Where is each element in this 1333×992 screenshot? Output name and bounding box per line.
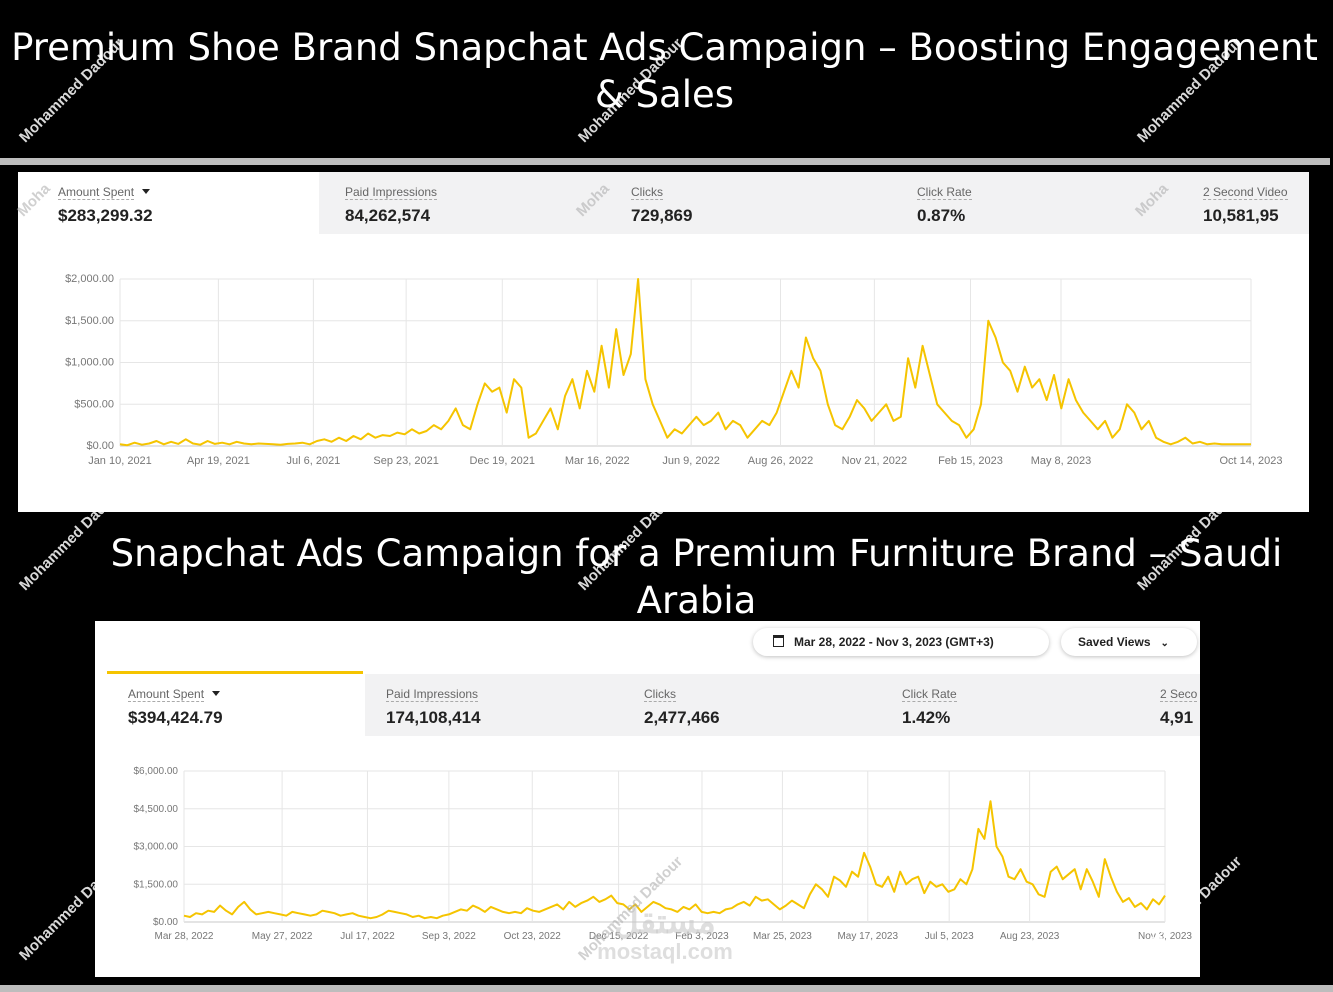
x-tick-label: May 8, 2023: [1031, 455, 1092, 467]
metric-label: 2 Seco: [1160, 687, 1198, 702]
x-tick-label: Aug 23, 2023: [1000, 931, 1060, 942]
metric-amount-spent[interactable]: Amount Spent $283,299.32: [32, 172, 319, 234]
shoe-campaign-dashboard: Amount Spent $283,299.32 Paid Impression…: [18, 172, 1309, 512]
metric-value: 0.87%: [917, 206, 966, 225]
metric-value: 1.42%: [902, 708, 951, 727]
x-tick-label: Sep 3, 2022: [422, 931, 476, 942]
metric-value: 10,581,95: [1203, 206, 1279, 225]
x-tick-label: Jan 10, 2021: [88, 455, 152, 467]
x-tick-label: Sep 23, 2021: [373, 455, 438, 467]
y-tick-label: $4,500.00: [134, 804, 179, 815]
amount-spent-chart: $0.00 $500.00 $1,000.00 $1,500.00 $2,000.00 J…: [65, 273, 1283, 467]
amount-spent-chart: $0.00 $1,500.00 $3,000.00 $4,500.00 $6,000.0…: [134, 766, 1193, 942]
metric-label: Clicks: [644, 687, 676, 702]
x-tick-label: Nov 3, 2023: [1138, 931, 1192, 942]
metric-label: Paid Impressions: [386, 687, 479, 702]
x-tick-label: Mar 28, 2022: [155, 931, 214, 942]
metric-value: $394,424.79: [128, 708, 223, 727]
metric-click-rate[interactable]: Click Rate 1.42%: [881, 674, 1139, 736]
x-tick-label: Nov 21, 2022: [842, 455, 907, 467]
divider: [0, 985, 1333, 992]
x-tick-label: Apr 19, 2021: [187, 455, 250, 467]
metric-2-second-video[interactable]: 2 Second Video 10,581,95: [1177, 172, 1309, 234]
x-tick-label: Jul 6, 2021: [286, 455, 340, 467]
metric-value: 729,869: [631, 206, 693, 225]
metrics-bar: Amount Spent $283,299.32 Paid Impression…: [32, 172, 1309, 234]
metric-value: 84,262,574: [345, 206, 431, 225]
chevron-down-icon[interactable]: [212, 691, 221, 696]
chevron-down-icon: ⌄: [1160, 638, 1169, 649]
y-tick-label: $1,000.00: [65, 357, 114, 369]
y-tick-label: $6,000.00: [134, 766, 179, 777]
logo-text: mostaql.com: [597, 939, 733, 964]
y-tick-label: $500.00: [74, 398, 114, 410]
x-tick-label: Jul 17, 2022: [340, 931, 395, 942]
metric-paid-impressions[interactable]: Paid Impressions 174,108,414: [365, 674, 623, 736]
y-tick-label: $3,000.00: [134, 842, 179, 853]
x-tick-label: Jun 9, 2022: [662, 455, 720, 467]
x-tick-label: Dec 19, 2021: [470, 455, 535, 467]
metric-label: Click Rate: [917, 185, 972, 200]
x-tick-label: May 17, 2023: [837, 931, 898, 942]
x-tick-label: Feb 15, 2023: [938, 455, 1003, 467]
metric-clicks[interactable]: Clicks 2,477,466: [623, 674, 881, 736]
bottom-title: Snapchat Ads Campaign for a Premium Furn…: [110, 532, 1283, 622]
y-tick-label: $0.00: [86, 440, 114, 452]
metric-value: 4,91: [1160, 708, 1194, 727]
active-tab-indicator: [107, 671, 363, 674]
mostaql-logo: مستقل mostaql.com: [580, 905, 750, 965]
metric-label: Click Rate: [902, 687, 957, 702]
metric-clicks[interactable]: Clicks 729,869: [605, 172, 891, 234]
y-tick-label: $0.00: [153, 917, 178, 928]
x-tick-label: Mar 25, 2023: [753, 931, 812, 942]
x-tick-label: Mar 16, 2022: [565, 455, 630, 467]
x-tick-label: Jul 5, 2023: [925, 931, 974, 942]
divider: [0, 158, 1330, 165]
metric-label: Clicks: [631, 185, 663, 200]
saved-views-dropdown[interactable]: Saved Views ⌄: [1061, 628, 1197, 656]
metric-label: Amount Spent: [58, 185, 135, 200]
saved-views-label: Saved Views: [1078, 635, 1151, 649]
metric-paid-impressions[interactable]: Paid Impressions 84,262,574: [319, 172, 605, 234]
x-tick-label: Aug 26, 2022: [748, 455, 813, 467]
x-tick-label: Oct 14, 2023: [1220, 455, 1283, 467]
series-line: [119, 278, 1251, 447]
metric-value: 2,477,466: [644, 708, 720, 727]
chevron-down-icon[interactable]: [142, 189, 151, 194]
x-tick-label: Feb 3, 2023: [675, 931, 729, 942]
metrics-bar: Amount Spent $394,424.79 Paid Impression…: [107, 674, 1200, 736]
metric-value: $283,299.32: [58, 206, 153, 225]
metric-label: Amount Spent: [128, 687, 205, 702]
date-range-label: Mar 28, 2022 - Nov 3, 2023 (GMT+3): [794, 635, 994, 649]
logo-arabic: مستقل: [614, 903, 716, 941]
y-tick-label: $1,500.00: [134, 879, 179, 890]
y-tick-label: $2,000.00: [65, 273, 114, 285]
metric-value: 174,108,414: [386, 708, 481, 727]
x-tick-label: Dec 15, 2022: [589, 931, 649, 942]
x-tick-label: May 27, 2022: [252, 931, 313, 942]
calendar-icon: [773, 635, 784, 647]
x-tick-label: Oct 23, 2022: [504, 931, 562, 942]
metric-label: 2 Second Video: [1203, 185, 1288, 200]
top-title: Premium Shoe Brand Snapchat Ads Campaign…: [11, 26, 1318, 116]
y-tick-label: $1,500.00: [65, 315, 114, 327]
metric-amount-spent[interactable]: Amount Spent $394,424.79: [107, 674, 365, 736]
date-range-picker[interactable]: Mar 28, 2022 - Nov 3, 2023 (GMT+3): [753, 628, 1049, 656]
furniture-campaign-dashboard: Mar 28, 2022 - Nov 3, 2023 (GMT+3) Saved…: [95, 621, 1200, 977]
series-line: [183, 800, 1166, 920]
metric-click-rate[interactable]: Click Rate 0.87%: [891, 172, 1177, 234]
metric-label: Paid Impressions: [345, 185, 438, 200]
metric-2-second-video[interactable]: 2 Seco 4,91: [1139, 674, 1200, 736]
